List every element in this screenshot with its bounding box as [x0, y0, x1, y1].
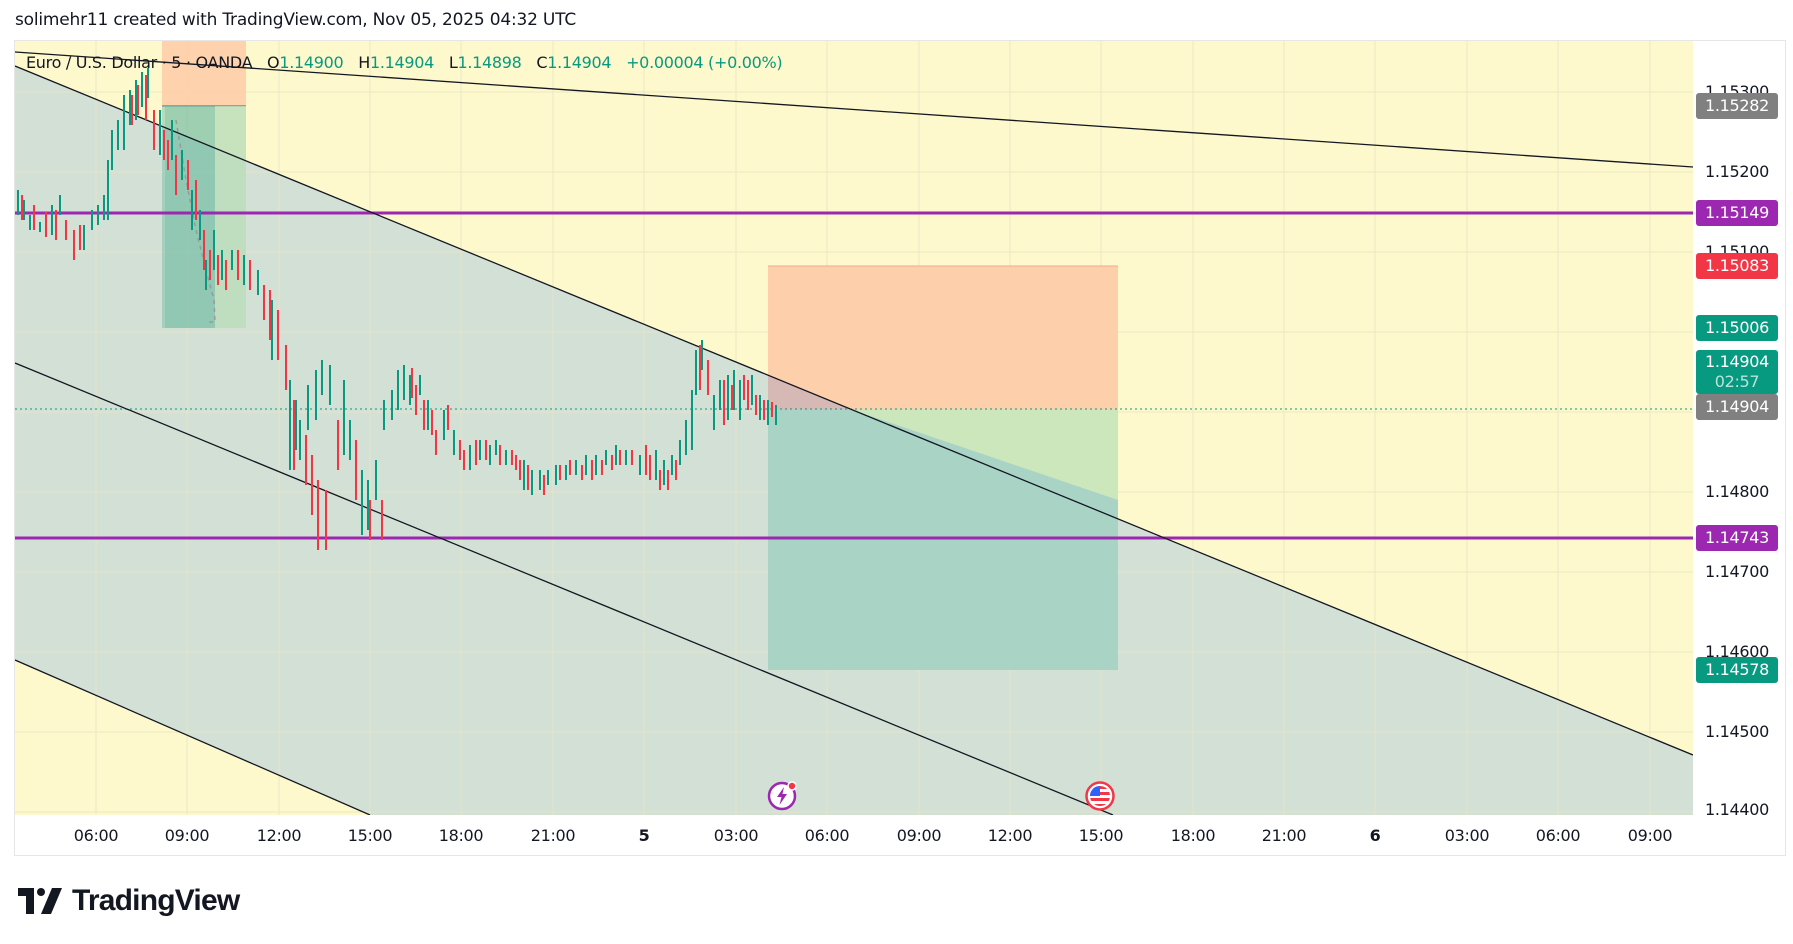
us-flag-icon[interactable]: [1085, 781, 1115, 811]
time-tick: 06:00: [73, 826, 119, 845]
price-bars: [17, 68, 777, 550]
old-position-loss-zone: [162, 41, 246, 106]
open-label: O: [267, 53, 280, 72]
time-tick: 12:00: [987, 826, 1033, 845]
low-label: L: [448, 53, 458, 72]
time-tick: 18:00: [1170, 826, 1216, 845]
price-tag-resistance: 1.15149: [1696, 200, 1778, 226]
time-tick: 09:00: [1627, 826, 1673, 845]
high-label: H: [358, 53, 370, 72]
tradingview-logo-icon: [18, 888, 62, 914]
price-tag-last-price: 1.14904 02:57: [1696, 350, 1778, 394]
time-tick: 06:00: [804, 826, 850, 845]
time-tick: 21:00: [1261, 826, 1307, 845]
channel-lower-line: [15, 659, 371, 815]
time-tick: 15:00: [1078, 826, 1124, 845]
close-value: 1.14904: [547, 53, 612, 72]
price-tick: 1.14400: [1705, 800, 1770, 819]
channel-upper-line: [15, 65, 1693, 756]
price-tick: 1.14600: [1705, 642, 1770, 661]
change-value: +0.00004 (+0.00%): [626, 53, 783, 72]
price-tick: 1.14500: [1705, 722, 1770, 741]
symbol-legend[interactable]: Euro / U.S. Dollar · 5 · OANDA O1.14900 …: [26, 53, 783, 72]
price-tag-high-marker: 1.15282: [1696, 93, 1778, 119]
chart-caption: solimehr11 created with TradingView.com,…: [15, 10, 577, 30]
low-value: 1.14898: [457, 53, 522, 72]
position-profit-zone-upper: [850, 409, 1118, 500]
price-tick: 1.14800: [1705, 482, 1770, 501]
lightning-icon[interactable]: [767, 781, 797, 811]
price-tick: 1.15200: [1705, 162, 1770, 181]
time-tick: 18:00: [438, 826, 484, 845]
time-tick: 15:00: [347, 826, 393, 845]
time-tick: 21:00: [530, 826, 576, 845]
time-tick-day: 5: [638, 826, 650, 845]
price-tag-entry: 1.14904: [1696, 394, 1778, 420]
time-tick: 03:00: [1444, 826, 1490, 845]
price-tick: 1.14700: [1705, 562, 1770, 581]
price-tag-stop-loss: 1.15083: [1696, 253, 1778, 279]
symbol-name[interactable]: Euro / U.S. Dollar · 5 · OANDA: [26, 53, 253, 72]
time-tick-day: 6: [1369, 826, 1381, 845]
open-value: 1.14900: [279, 53, 344, 72]
price-tag-entry-upper: 1.15006: [1696, 315, 1778, 341]
tradingview-wordmark: TradingView: [72, 884, 240, 917]
close-label: C: [536, 53, 548, 72]
price-tag-support: 1.14743: [1696, 525, 1778, 551]
time-tick: 03:00: [713, 826, 759, 845]
time-tick: 09:00: [164, 826, 210, 845]
channel-middle-line: [15, 362, 1114, 815]
position-loss-zone: [768, 266, 1118, 409]
time-tick: 09:00: [896, 826, 942, 845]
time-tick: 12:00: [256, 826, 302, 845]
time-tick: 06:00: [1535, 826, 1581, 845]
trendline-shallow: [15, 51, 1693, 168]
bar-countdown: 02:57: [1714, 372, 1760, 391]
last-price-value: 1.14904: [1704, 352, 1770, 371]
price-tag-take-profit: 1.14578: [1696, 657, 1778, 683]
high-value: 1.14904: [369, 53, 435, 72]
tradingview-logo[interactable]: TradingView: [18, 884, 240, 918]
